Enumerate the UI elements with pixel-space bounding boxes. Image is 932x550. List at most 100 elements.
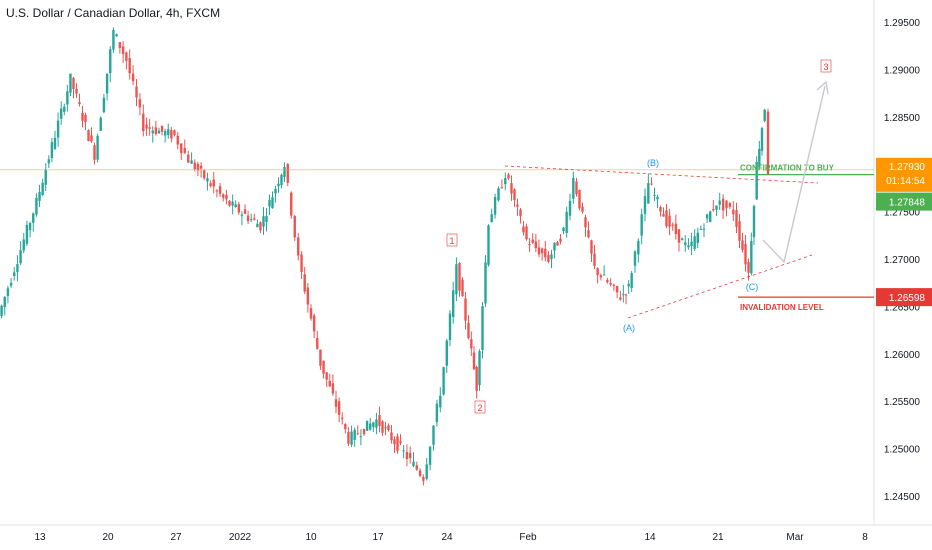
candle-body xyxy=(81,112,84,121)
candle-body xyxy=(112,29,115,50)
candle-body xyxy=(747,261,750,273)
x-tick-label: 8 xyxy=(862,532,868,543)
x-tick-label: 17 xyxy=(372,532,384,543)
candle-body xyxy=(622,293,625,295)
candle-body xyxy=(44,169,47,185)
candle-body xyxy=(25,225,29,244)
candle-body xyxy=(425,464,428,479)
candle-body xyxy=(63,106,66,112)
candle-body xyxy=(359,436,363,438)
candle-body xyxy=(121,46,125,55)
candle-body xyxy=(690,241,693,247)
candle-body xyxy=(599,275,603,278)
candle-body xyxy=(312,315,316,332)
candle-body xyxy=(650,183,653,185)
candle-body xyxy=(528,244,531,246)
candle-body xyxy=(475,366,478,391)
candle-body xyxy=(246,215,250,222)
candle-body xyxy=(516,204,519,207)
candle-body xyxy=(428,446,432,465)
candle-body xyxy=(72,77,75,90)
candle-body xyxy=(633,251,637,266)
candle-body xyxy=(593,253,596,266)
candle-body xyxy=(478,351,481,386)
candle-body xyxy=(277,183,280,187)
candle-body xyxy=(381,421,384,433)
candle-body xyxy=(519,209,522,217)
candle-body xyxy=(3,296,6,308)
invalidation-price-tag xyxy=(876,288,932,307)
candle-body xyxy=(590,240,593,254)
candle-body xyxy=(96,135,99,160)
candle-body xyxy=(390,432,393,441)
candle-body xyxy=(259,222,262,231)
candle-body xyxy=(271,197,274,209)
candle-body xyxy=(170,130,173,139)
candle-body xyxy=(297,237,300,256)
candle-body xyxy=(744,243,747,265)
candle-body xyxy=(445,340,448,366)
candle-body xyxy=(612,284,616,286)
projection-path xyxy=(762,85,826,264)
candle-body xyxy=(180,143,183,153)
candle-body xyxy=(99,117,102,131)
candle-body xyxy=(142,113,145,132)
candle-body xyxy=(484,262,487,304)
candle-body xyxy=(412,461,415,466)
y-tick-label: 1.25000 xyxy=(884,445,921,456)
candle-body xyxy=(470,339,473,349)
candle-body xyxy=(206,178,209,182)
candle-body xyxy=(402,450,405,452)
candle-body xyxy=(684,242,687,246)
candle-body xyxy=(452,290,455,317)
candle-body xyxy=(369,423,372,430)
candle-body xyxy=(256,223,259,228)
candles xyxy=(0,27,770,486)
x-tick-label: 24 xyxy=(441,532,453,543)
candle-body xyxy=(513,189,516,200)
candle-body xyxy=(196,163,200,171)
candle-body xyxy=(702,228,706,230)
candle-body xyxy=(19,250,22,264)
candle-body xyxy=(562,227,565,232)
candle-body xyxy=(763,109,766,121)
candle-body xyxy=(432,425,435,445)
candle-body xyxy=(47,159,51,164)
x-tick-label: 13 xyxy=(34,532,46,543)
candle-body xyxy=(442,367,445,395)
projection-arrow xyxy=(816,80,829,95)
candle-body xyxy=(693,236,696,249)
candle-body xyxy=(500,187,504,189)
y-tick-label: 1.26500 xyxy=(884,302,921,313)
candle-body xyxy=(741,240,744,250)
candle-body xyxy=(337,401,341,415)
candle-body xyxy=(522,226,525,233)
candle-body xyxy=(93,145,96,160)
candle-body xyxy=(353,429,356,440)
candle-body xyxy=(347,432,350,444)
candle-body xyxy=(680,238,684,241)
invalidation-price-value: 1.26598 xyxy=(889,293,926,304)
wave-b-label: (B) xyxy=(647,158,659,168)
candle-body xyxy=(671,224,674,226)
y-tick-label: 1.26000 xyxy=(884,350,921,361)
x-tick-label: 10 xyxy=(305,532,317,543)
candle-body xyxy=(41,182,44,196)
candle-body xyxy=(656,196,659,200)
confirmation-price-value: 1.27848 xyxy=(889,198,926,209)
candle-body xyxy=(274,188,277,194)
candle-body xyxy=(399,441,402,444)
candle-body xyxy=(187,154,190,163)
candle-body xyxy=(640,214,643,236)
candle-body xyxy=(609,282,612,285)
candle-body xyxy=(334,399,338,407)
candle-body xyxy=(118,42,122,48)
candle-body xyxy=(596,268,599,276)
x-tick-label: 14 xyxy=(644,532,656,543)
candle-body xyxy=(705,214,709,219)
candle-body xyxy=(253,218,256,220)
candle-body xyxy=(738,221,741,241)
candle-body xyxy=(222,194,225,198)
candle-body xyxy=(148,127,151,129)
